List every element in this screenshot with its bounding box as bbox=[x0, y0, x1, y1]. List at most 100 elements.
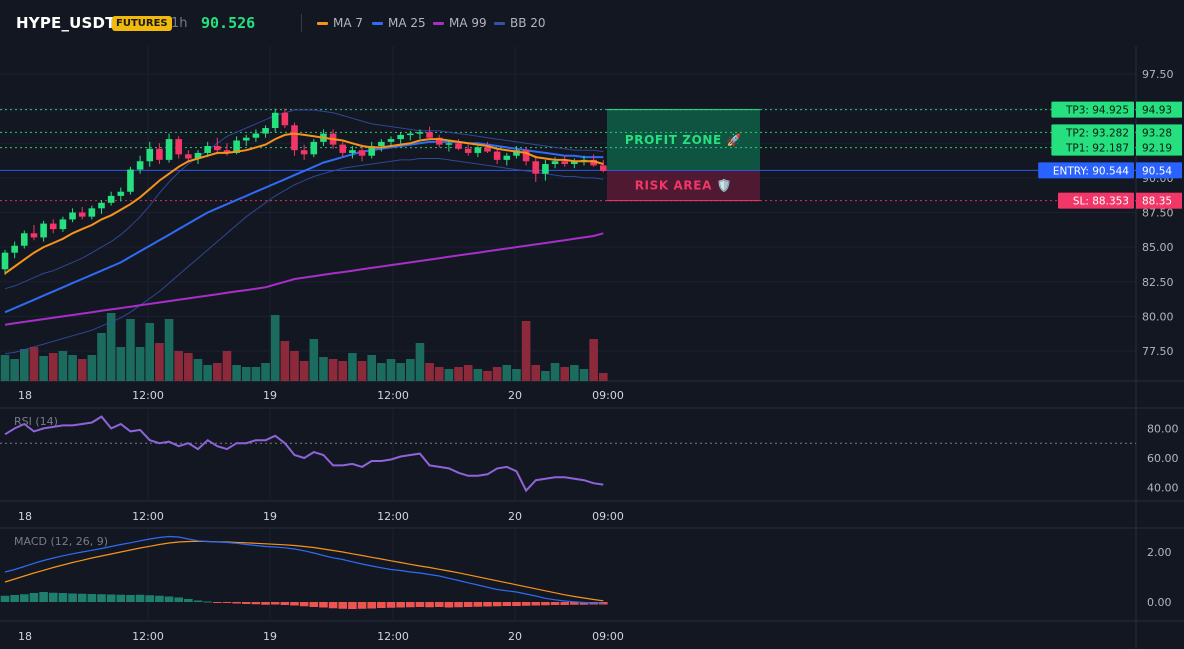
candle-body bbox=[532, 161, 540, 174]
level-axis-value: 93.28 bbox=[1142, 127, 1172, 139]
macd-histogram-bar bbox=[20, 594, 29, 602]
candle-body bbox=[78, 212, 86, 217]
candle-body bbox=[185, 154, 192, 159]
macd-histogram-bar bbox=[261, 602, 270, 605]
macd-histogram-bar bbox=[434, 602, 444, 607]
candle-body bbox=[291, 125, 298, 151]
time-tick: 18 bbox=[18, 630, 32, 643]
volume-bar bbox=[261, 363, 270, 381]
ma25-swatch bbox=[372, 21, 383, 25]
volume-bar bbox=[0, 355, 10, 381]
chart-header: HYPE_USDT FUTURES 1h 90.526 MA 7 MA 25 M… bbox=[0, 0, 1184, 46]
legend-bb20-label: BB 20 bbox=[510, 16, 546, 30]
level-label-box bbox=[1051, 139, 1134, 156]
macd-histogram-bar bbox=[348, 602, 357, 609]
macd-histogram-bar bbox=[126, 595, 135, 602]
volume-bar bbox=[77, 359, 87, 381]
volume-bar bbox=[357, 361, 367, 381]
time-tick: 19 bbox=[263, 510, 277, 523]
volume-bar bbox=[10, 359, 19, 381]
candle-body bbox=[561, 161, 568, 165]
candle-body bbox=[387, 139, 395, 142]
volume-bar bbox=[444, 369, 454, 381]
time-tick: 18 bbox=[18, 389, 32, 402]
time-tick: 20 bbox=[508, 510, 522, 523]
price-tick: 77.50 bbox=[1142, 345, 1174, 358]
macd-histogram-bar bbox=[367, 602, 376, 609]
volume-bar bbox=[512, 369, 521, 381]
level-label-box bbox=[1058, 192, 1134, 209]
macd-histogram-bar bbox=[492, 602, 502, 607]
volume-bar bbox=[97, 333, 106, 381]
candle-body bbox=[464, 148, 472, 153]
macd-histogram-bar bbox=[444, 602, 454, 608]
volume-bar bbox=[193, 359, 203, 381]
candle-body bbox=[146, 148, 154, 162]
macd-histogram-bar bbox=[270, 602, 280, 605]
risk-zone bbox=[607, 170, 760, 201]
volume-bar bbox=[309, 339, 319, 381]
level-axis-value: 92.19 bbox=[1142, 143, 1172, 155]
candle-body bbox=[339, 144, 347, 153]
macd-histogram-bar bbox=[396, 602, 405, 608]
time-tick: 12:00 bbox=[132, 510, 164, 523]
candle-body bbox=[117, 191, 125, 196]
volume-bar bbox=[203, 365, 212, 381]
level-label: SL: 88.353 bbox=[1073, 196, 1129, 208]
volume-bar bbox=[328, 359, 338, 381]
candle-body bbox=[416, 132, 424, 134]
time-tick: 12:00 bbox=[377, 389, 409, 402]
time-tick: 19 bbox=[263, 630, 277, 643]
candle-body bbox=[484, 147, 491, 152]
volume-bar bbox=[164, 319, 174, 381]
volume-bar bbox=[39, 356, 48, 381]
candle-body bbox=[223, 150, 231, 153]
price-tick: 85.00 bbox=[1142, 241, 1174, 254]
volume-bar bbox=[174, 351, 183, 381]
macd-histogram-bar bbox=[203, 601, 212, 603]
timeframe-label[interactable]: 1h bbox=[171, 16, 188, 31]
legend-ma25[interactable]: MA 25 bbox=[372, 16, 426, 30]
candle-body bbox=[98, 202, 105, 209]
macd-histogram-bar bbox=[483, 602, 492, 607]
candle-body bbox=[349, 150, 356, 153]
candle-body bbox=[69, 212, 76, 220]
macd-histogram-bar bbox=[463, 602, 473, 607]
volume-bar bbox=[280, 341, 290, 381]
volume-bar bbox=[599, 373, 608, 381]
candle-body bbox=[88, 208, 96, 217]
volume-bar bbox=[483, 371, 492, 381]
symbol-name[interactable]: HYPE_USDT bbox=[16, 14, 116, 32]
candle-body bbox=[194, 152, 202, 159]
macd-histogram-bar bbox=[550, 602, 560, 605]
legend-ma7[interactable]: MA 7 bbox=[317, 16, 363, 30]
volume-bar bbox=[492, 367, 502, 381]
volume-bar bbox=[251, 367, 261, 381]
rsi-title: RSI (14) bbox=[14, 415, 58, 428]
macd-histogram-bar bbox=[241, 602, 251, 604]
legend-bb20[interactable]: BB 20 bbox=[494, 16, 546, 30]
candle-body bbox=[204, 146, 211, 153]
level-axis-box bbox=[1136, 124, 1182, 141]
level-label: ENTRY: 90.544 bbox=[1053, 165, 1129, 177]
level-axis-box bbox=[1136, 192, 1182, 209]
rsi-tick: 40.00 bbox=[1147, 482, 1179, 495]
time-tick: 09:00 bbox=[592, 510, 624, 523]
level-label-box bbox=[1051, 101, 1134, 118]
bb20-swatch bbox=[494, 21, 505, 25]
legend-ma25-label: MA 25 bbox=[388, 16, 426, 30]
candle-body bbox=[271, 112, 279, 129]
macd-histogram-bar bbox=[135, 594, 145, 602]
level-axis-value: 88.35 bbox=[1142, 196, 1172, 208]
macd-histogram-bar bbox=[338, 602, 348, 609]
price-tick: 80.00 bbox=[1142, 310, 1174, 323]
macd-histogram-bar bbox=[193, 600, 203, 602]
candle-body bbox=[262, 128, 269, 134]
legend-ma99[interactable]: MA 99 bbox=[433, 16, 487, 30]
candle-body bbox=[1, 252, 9, 270]
level-label: TP2: 93.282 bbox=[1065, 127, 1129, 139]
macd-histogram-bar bbox=[68, 593, 77, 602]
bb-upper-line bbox=[4, 109, 604, 290]
time-tick: 20 bbox=[508, 630, 522, 643]
